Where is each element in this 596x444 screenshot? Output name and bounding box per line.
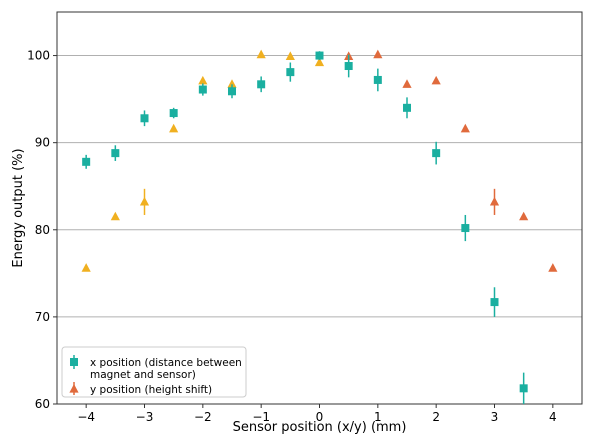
data-point-triangle bbox=[489, 196, 500, 206]
data-point-square bbox=[373, 75, 382, 84]
data-point-triangle bbox=[373, 49, 383, 59]
data-point-square bbox=[315, 51, 324, 60]
data-point-square bbox=[286, 68, 295, 77]
y-axis-ticks: 60 70 80 90 100 bbox=[27, 49, 57, 411]
data-point-square bbox=[432, 149, 441, 158]
x-tick-label: 3 bbox=[491, 410, 499, 424]
data-point-square bbox=[198, 85, 207, 94]
data-point-square bbox=[169, 109, 178, 118]
data-point-triangle bbox=[431, 75, 441, 85]
legend-marker-square bbox=[70, 358, 78, 366]
data-point-triangle bbox=[169, 123, 179, 133]
x-tick-label: 2 bbox=[432, 410, 440, 424]
data-marks bbox=[81, 49, 558, 404]
legend-marker-triangle bbox=[69, 384, 79, 393]
data-point-square bbox=[344, 62, 353, 71]
x-tick-label: −3 bbox=[136, 410, 154, 424]
data-point-square bbox=[228, 87, 236, 96]
x-axis-label: Sensor position (x/y) (mm) bbox=[233, 420, 407, 435]
y-axis-label: Energy output (%) bbox=[11, 148, 26, 267]
y-tick-label: 100 bbox=[27, 49, 50, 63]
data-point-square bbox=[82, 157, 91, 166]
x-position-series bbox=[82, 51, 528, 404]
y-tick-label: 80 bbox=[35, 223, 50, 237]
data-point-square bbox=[111, 149, 120, 158]
legend-label: x position (distance between bbox=[90, 357, 242, 369]
data-point-triangle bbox=[460, 123, 470, 133]
plot-area bbox=[56, 11, 583, 405]
y-tick-label: 90 bbox=[35, 136, 50, 150]
data-point-triangle bbox=[402, 79, 412, 88]
x-axis-ticks: −4 −3 −2 −1 0 1 2 3 4 bbox=[77, 404, 557, 424]
legend-label: magnet and sensor) bbox=[90, 369, 196, 381]
x-tick-label: 1 bbox=[374, 410, 382, 424]
x-tick-label: 4 bbox=[549, 410, 557, 424]
data-point-square bbox=[519, 384, 528, 393]
data-point-triangle bbox=[198, 75, 208, 85]
x-tick-label: 0 bbox=[316, 410, 324, 424]
data-point-square bbox=[461, 224, 470, 233]
x-tick-label: −4 bbox=[77, 410, 95, 424]
data-point-square bbox=[490, 298, 499, 307]
data-point-triangle bbox=[256, 49, 266, 59]
data-point-square bbox=[403, 103, 411, 112]
data-point-triangle bbox=[110, 211, 120, 221]
y-tick-label: 70 bbox=[35, 310, 50, 324]
data-point-triangle bbox=[227, 79, 237, 88]
legend-label: y position (height shift) bbox=[90, 384, 212, 396]
data-point-triangle bbox=[548, 263, 558, 272]
data-point-square bbox=[257, 80, 266, 89]
legend-box bbox=[61, 346, 247, 398]
data-point-triangle bbox=[81, 263, 91, 272]
y-tick-label: 60 bbox=[35, 397, 50, 411]
x-tick-label: −1 bbox=[252, 410, 270, 424]
data-point-square bbox=[140, 114, 149, 123]
data-point-triangle bbox=[285, 51, 295, 61]
x-tick-label: −2 bbox=[194, 410, 212, 424]
data-point-triangle bbox=[139, 196, 150, 206]
data-point-triangle bbox=[314, 57, 325, 67]
y-position-series bbox=[81, 49, 558, 272]
data-point-triangle bbox=[519, 211, 529, 221]
legend-entry: y position (height shift) bbox=[69, 382, 212, 396]
grid-lines bbox=[57, 55, 582, 318]
